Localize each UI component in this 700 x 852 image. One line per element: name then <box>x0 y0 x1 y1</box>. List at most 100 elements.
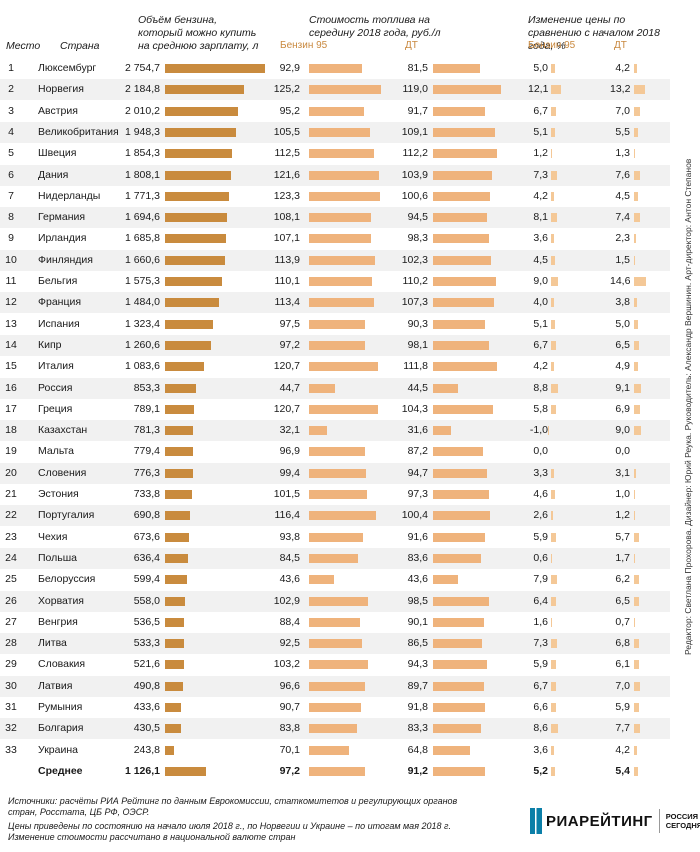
dt-price-value: 111,8 <box>403 360 428 373</box>
b95-price-bar <box>309 255 375 265</box>
b95-change-value: 1,6 <box>533 615 548 628</box>
volume-value: 1 484,0 <box>124 296 160 309</box>
place-cell: 9 <box>8 232 14 245</box>
dt-price-value: 109,1 <box>401 125 428 138</box>
volume-value: 433,6 <box>133 701 160 713</box>
b95-change-value: 4,2 <box>533 189 548 202</box>
place-cell: 30 <box>5 679 17 692</box>
dt-price-bar <box>433 468 488 478</box>
volume-bar <box>165 553 189 563</box>
b95-change-bar <box>551 617 553 627</box>
b95-change-bar <box>551 575 558 585</box>
dt-price-value: 110,2 <box>402 275 429 287</box>
dt-price-bar <box>433 703 486 712</box>
country-cell: Болгария <box>38 722 84 735</box>
b95-change-value: 7,3 <box>533 637 548 650</box>
country-cell: Венгрия <box>38 615 78 628</box>
dt-price-bar <box>433 85 501 95</box>
volume-value: 781,3 <box>133 424 160 437</box>
b95-change-bar <box>551 639 557 649</box>
b95-price-bar <box>309 532 363 542</box>
dt-change-value: 6,1 <box>615 658 630 671</box>
place-cell: 6 <box>8 168 14 181</box>
b95-price-bar <box>309 745 350 755</box>
volume-bar <box>165 64 265 73</box>
place-cell: 18 <box>5 424 17 437</box>
dt-price-value: 90,1 <box>407 615 428 628</box>
volume-bar <box>165 191 230 201</box>
volume-bar <box>165 255 226 265</box>
dt-price-value: 94,5 <box>407 211 428 224</box>
volume-bar <box>165 170 231 180</box>
table-row: 13 Испания 1 323,4 97,5 90,3 5,1 5,0 <box>0 314 670 335</box>
place-cell: 16 <box>5 381 17 394</box>
dt-change-value: 5,7 <box>615 530 630 543</box>
volume-value: 558,0 <box>133 594 160 607</box>
dt-price-value: 103,9 <box>401 168 428 181</box>
table-row: 19 Мальта 779,4 96,9 87,2 0,0 0,0 <box>0 441 670 462</box>
place-cell: 10 <box>5 253 17 266</box>
b95-price-bar <box>309 191 380 201</box>
country-cell: Испания <box>38 317 80 330</box>
country-cell: Дания <box>38 168 69 181</box>
dt-price-bar <box>433 490 489 499</box>
b95-price-bar <box>309 362 379 372</box>
subheader-b95: Бензин 95 <box>280 40 328 51</box>
dt-change-bar <box>634 596 640 606</box>
b95-price-bar <box>309 426 328 436</box>
dt-price-value: 83,6 <box>407 551 428 564</box>
dt-price-value: 97,3 <box>407 488 428 500</box>
place-cell: 20 <box>5 466 17 479</box>
table-row: 26 Хорватия 558,0 102,9 98,5 6,4 6,5 <box>0 590 670 612</box>
header-country: Страна <box>60 40 100 52</box>
dt-change-value: 1,5 <box>615 253 630 266</box>
b95-price-bar <box>309 681 365 691</box>
b95-price-value: 92,5 <box>279 637 300 650</box>
subheader-b95-change: Бензин 95 <box>528 40 576 51</box>
dt-price-value: 91,2 <box>407 764 428 777</box>
table-row: 20 Словения 776,3 99,4 94,7 3,3 3,1 <box>0 462 670 484</box>
country-cell: Эстония <box>38 488 79 500</box>
dt-change-value: 0,7 <box>615 615 630 628</box>
table-row: 7 Нидерланды 1 771,3 123,3 100,6 4,2 4,5 <box>0 186 670 207</box>
dt-price-bar <box>433 724 481 734</box>
b95-price-value: 83,8 <box>279 722 300 735</box>
b95-change-value: 5,1 <box>533 125 548 138</box>
dt-price-value: 104,3 <box>401 402 428 415</box>
dt-change-bar <box>634 213 640 223</box>
table-row: 32 Болгария 430,5 83,8 83,3 8,6 7,7 <box>0 718 670 740</box>
place-cell: 15 <box>5 360 17 373</box>
volume-value: 733,8 <box>133 488 160 500</box>
dt-change-value: 9,1 <box>615 381 630 394</box>
table-row: 16 Россия 853,3 44,7 44,5 8,8 9,1 <box>0 377 670 399</box>
b95-price-bar <box>309 703 362 712</box>
volume-value: 1 083,6 <box>124 360 160 373</box>
dt-price-bar <box>433 575 458 585</box>
b95-price-value: 116,4 <box>274 509 301 522</box>
b95-change-value: 7,9 <box>533 573 548 586</box>
dt-price-value: 83,3 <box>407 722 428 735</box>
dt-price-bar <box>433 553 481 563</box>
b95-price-value: 113,9 <box>274 253 301 266</box>
volume-value: 1 323,4 <box>124 317 160 330</box>
b95-change-bar <box>551 490 555 499</box>
volume-value: 533,3 <box>133 637 160 650</box>
volume-value: 1 126,1 <box>124 764 160 777</box>
place-cell: 3 <box>8 104 14 117</box>
place-cell: 19 <box>5 445 17 458</box>
b95-change-value: 4,2 <box>533 360 548 373</box>
table-row: 25 Белоруссия 599,4 43,6 43,6 7,9 6,2 <box>0 569 670 590</box>
b95-price-bar <box>309 639 363 649</box>
b95-change-value: 0,0 <box>533 445 548 458</box>
table-row: 10 Финляндия 1 660,6 113,9 102,3 4,5 1,5 <box>0 249 670 271</box>
b95-change-bar <box>551 511 554 521</box>
dt-change-bar <box>634 277 646 286</box>
volume-value: 636,4 <box>133 551 160 564</box>
volume-value: 853,3 <box>133 381 160 394</box>
b95-price-value: 97,5 <box>279 317 300 330</box>
volume-value: 673,6 <box>133 530 160 543</box>
dt-price-value: 31,6 <box>407 424 428 437</box>
b95-change-value: 7,3 <box>533 168 548 181</box>
footer-note2: Изменение стоимости рассчитано в национа… <box>8 832 296 842</box>
dt-price-value: 100,6 <box>401 189 428 202</box>
